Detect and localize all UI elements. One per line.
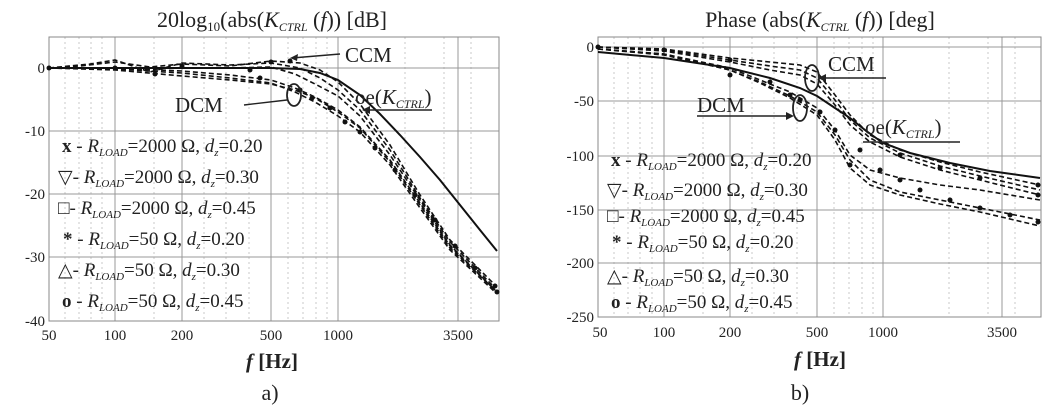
arrow-head-icon: [362, 106, 370, 114]
svg-text:3500: 3500: [987, 325, 1017, 341]
legend-item: x - RLOAD=2000 Ω, dz=0.20: [62, 136, 263, 159]
svg-text:-200: -200: [567, 256, 595, 272]
x-axis-label-b: f [Hz]: [794, 347, 846, 371]
legend-item: * - RLOAD=50 Ω, dz=0.20: [63, 229, 245, 252]
svg-text:200: 200: [171, 328, 194, 344]
dcm-arrow-a: [243, 99, 288, 106]
svg-text:50: 50: [42, 328, 57, 344]
oe-label-b: oe(KCTRL): [865, 115, 942, 141]
major-grid-b: [598, 37, 1041, 317]
svg-text:50: 50: [593, 325, 608, 341]
svg-text:-150: -150: [567, 203, 595, 219]
plot-frame-b: [597, 36, 1042, 318]
ccm-label-a: CCM: [345, 43, 392, 67]
legend-item: * - RLOAD=50 Ω, dz=0.20: [612, 232, 794, 255]
svg-text:-10: -10: [25, 124, 45, 140]
arrow-head-icon: [818, 74, 826, 82]
ccm-arrow-a: [291, 53, 341, 59]
svg-text:200: 200: [719, 325, 742, 341]
legend-item: □- RLOAD=2000 Ω, dz=0.45: [607, 206, 805, 229]
panel-label-a: a): [261, 380, 278, 405]
x-ticks-a: 50 100 200 500 1000 3500: [42, 328, 474, 344]
svg-text:100: 100: [104, 328, 127, 344]
svg-text:-50: -50: [574, 94, 594, 110]
svg-text:500: 500: [806, 325, 829, 341]
dcm-label-b: DCM: [697, 93, 745, 117]
legend-item: □- RLOAD=2000 Ω, dz=0.45: [58, 198, 256, 221]
legend-item: o - RLOAD=50 Ω, dz=0.45: [62, 291, 244, 314]
x-ticks-b: 50 100 200 500 1000 3500: [593, 325, 1018, 341]
dcm-label-a: DCM: [175, 93, 223, 117]
annotations-b: CCM DCM oe(KCTRL): [697, 52, 960, 143]
curves-a: [46, 58, 500, 295]
y-ticks-b: 0 -50 -100 -150 -200 -250: [567, 40, 595, 326]
dcm-ellipse-b: [792, 94, 808, 122]
legend-item: ▽- RLOAD=2000 Ω, dz=0.30: [58, 167, 259, 190]
curves-b: [595, 44, 1041, 227]
legend-item: x - RLOAD=2000 Ω, dz=0.20: [611, 150, 812, 173]
svg-text:-100: -100: [567, 149, 595, 165]
svg-text:100: 100: [653, 325, 676, 341]
svg-text:-30: -30: [25, 250, 45, 266]
svg-text:-40: -40: [25, 314, 45, 330]
oe-label-a: oe(KCTRL): [355, 85, 432, 111]
ccm-label-b: CCM: [828, 52, 875, 76]
plot-frame-a: [48, 36, 500, 322]
y-ticks-a: 0 -10 -20 -30 -40: [25, 61, 45, 330]
minor-grid-a: [64, 37, 472, 321]
svg-text:-250: -250: [567, 310, 595, 326]
svg-text:500: 500: [260, 328, 283, 344]
legend-item: ▽- RLOAD=2000 Ω, dz=0.30: [607, 180, 808, 203]
svg-text:1000: 1000: [868, 325, 898, 341]
panel-b-phase-chart: Phase (abs(KCTRL (f)) [deg] 0 -50 -100 -…: [567, 7, 1042, 405]
svg-text:1000: 1000: [323, 328, 353, 344]
legend-item: o - RLOAD=50 Ω, dz=0.45: [611, 292, 793, 315]
legend-item: △- RLOAD=50 Ω, dz=0.30: [58, 260, 240, 283]
arrow-head-icon: [290, 54, 298, 61]
svg-text:3500: 3500: [443, 328, 473, 344]
legend-a: x - RLOAD=2000 Ω, dz=0.20 ▽- RLOAD=2000 …: [58, 136, 263, 314]
chart-title-b: Phase (abs(KCTRL (f)) [deg]: [705, 7, 935, 34]
svg-text:0: 0: [587, 40, 595, 56]
svg-text:0: 0: [38, 61, 46, 77]
legend-item: △- RLOAD=50 Ω, dz=0.30: [607, 266, 789, 289]
annotations-a: CCM DCM oe(KCTRL): [175, 43, 432, 117]
legend-b: x - RLOAD=2000 Ω, dz=0.20 ▽- RLOAD=2000 …: [607, 150, 812, 315]
dcm-ellipse-a: [286, 83, 302, 107]
minor-grid-b: [613, 37, 1016, 317]
chart-title-a: 20log10(abs(KCTRL (f)) [dB]: [157, 7, 387, 34]
arrow-head-icon: [786, 112, 794, 120]
svg-text:-20: -20: [25, 187, 45, 203]
x-axis-label-a: f [Hz]: [246, 349, 298, 373]
panel-label-b: b): [791, 380, 809, 405]
panel-a-magnitude-chart: 20log10(abs(KCTRL (f)) [dB] 0 -10 -20 -3…: [25, 7, 500, 405]
major-grid-a: [49, 37, 499, 321]
